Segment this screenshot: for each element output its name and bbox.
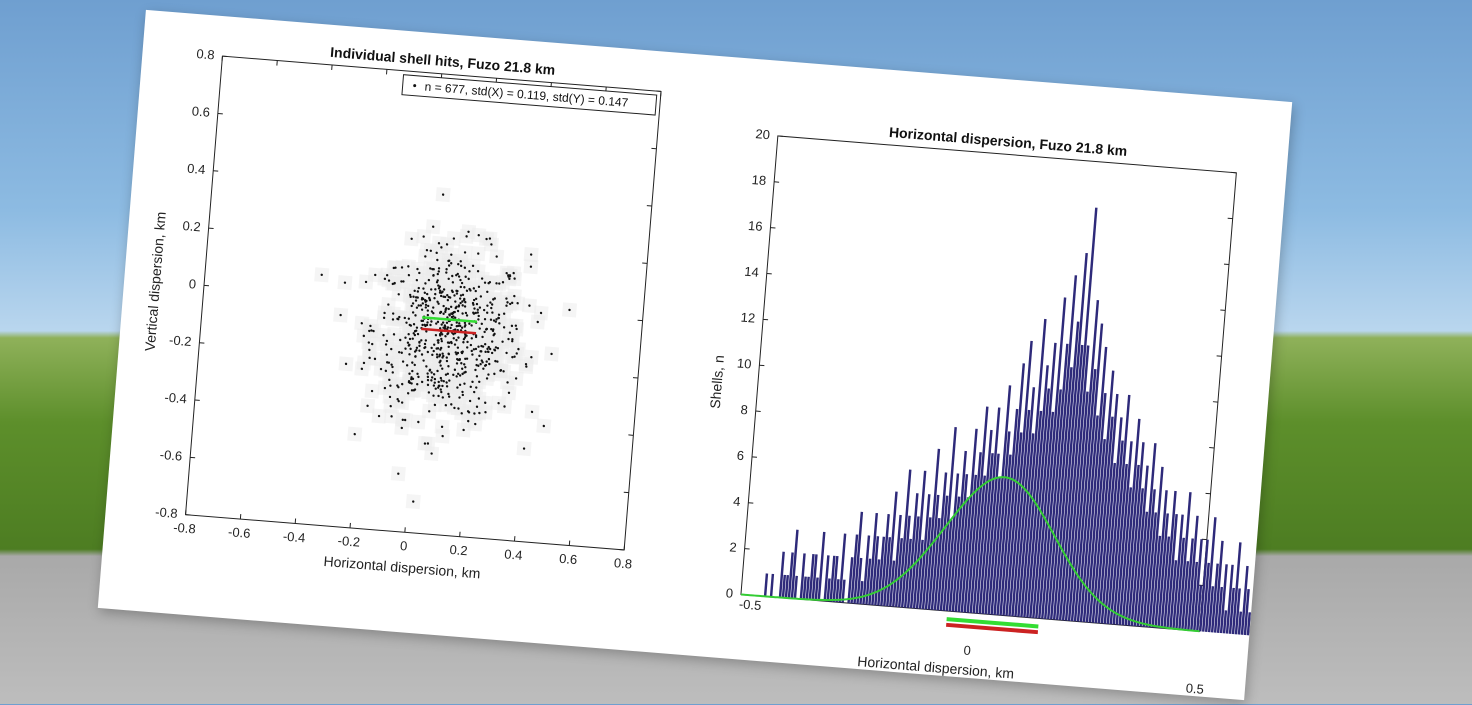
histogram-y-tick-label: 10 xyxy=(736,355,752,371)
histogram-bars xyxy=(764,184,1292,642)
scatter-x-tick-label: -0.6 xyxy=(228,524,252,541)
scatter-x-tick-label: 0.6 xyxy=(559,551,578,567)
scatter-y-tick-label: 0 xyxy=(188,276,196,292)
histogram-bar xyxy=(1288,593,1292,639)
histogram-y-tick-label: 4 xyxy=(733,494,741,510)
printed-figure-sheet: -0.8 -0.6 -0.4 -0.2 0 0.2 0.4 0.6 0.8 -0.8 -0.6 -0.… xyxy=(98,10,1292,700)
scatter-x-tick-label: -0.2 xyxy=(337,533,361,550)
histogram-x-tick-label: -0.5 xyxy=(738,596,762,613)
histogram-bar xyxy=(1256,613,1260,636)
histogram-bar xyxy=(1291,616,1292,639)
histogram-bar xyxy=(1285,615,1289,638)
figure-canvas: -0.8 -0.6 -0.4 -0.2 0 0.2 0.4 0.6 0.8 -0.8 -0.6 -0.… xyxy=(98,10,1292,700)
histogram-x-tick-label: 0.5 xyxy=(1185,680,1204,696)
scatter-points xyxy=(297,178,586,520)
histogram-y-tick-label: 20 xyxy=(755,126,771,142)
scatter-legend-text: n = 677, std(X) = 0.119, std(Y) = 0.147 xyxy=(424,79,629,109)
scatter-x-tick-label: 0.4 xyxy=(504,546,523,562)
scatter-x-tick-label: 0.8 xyxy=(613,555,632,571)
scatter-y-tick-label: -0.8 xyxy=(155,504,179,521)
histogram-title: Horizontal dispersion, Fuzo 21.8 km xyxy=(888,124,1127,159)
histogram-x-label: Horizontal dispersion, km xyxy=(857,653,1015,682)
scatter-x-tick-label: -0.4 xyxy=(282,529,306,546)
histogram-y-tick-label: 2 xyxy=(729,539,737,555)
scatter-y-label: Vertical dispersion, km xyxy=(142,211,169,352)
histogram-bar xyxy=(1259,590,1265,636)
histogram-y-tick-label: 16 xyxy=(747,218,763,234)
histogram-bar xyxy=(1274,591,1280,637)
histogram-bar xyxy=(1265,614,1269,637)
scatter-x-tick-label: -0.8 xyxy=(173,520,197,537)
scatter-y-tick-label: -0.2 xyxy=(169,332,193,349)
scatter-title: Individual shell hits, Fuzo 21.8 km xyxy=(330,44,556,78)
scatter-y-tick-label: 0.6 xyxy=(191,103,210,119)
histogram-bar xyxy=(1253,567,1261,636)
scatter-y-tick-label: 0.8 xyxy=(196,46,215,62)
histogram-y-tick-label: 8 xyxy=(740,402,748,418)
histogram-bar xyxy=(1279,615,1283,638)
histogram-bar xyxy=(1276,615,1280,638)
histogram-bar xyxy=(1271,614,1275,637)
histogram-bar xyxy=(1268,591,1274,637)
histogram-bar xyxy=(764,573,768,596)
histogram-bar xyxy=(818,532,826,601)
scatter-x-tick-label: 0 xyxy=(400,538,408,554)
histogram-bar xyxy=(770,574,774,597)
scatter-y-tick-label: -0.4 xyxy=(164,390,188,407)
scatter-x-tick-label: 0.2 xyxy=(449,542,468,558)
scatter-chart: -0.8 -0.6 -0.4 -0.2 0 0.2 0.4 0.6 0.8 -0.8 -0.6 -0.… xyxy=(125,31,671,594)
histogram-y-tick-label: 14 xyxy=(744,264,760,280)
scatter-y-tick-label: 0.4 xyxy=(187,161,206,177)
histogram-y-tick-label: 12 xyxy=(740,310,756,326)
histogram-reference-lines xyxy=(946,619,1038,632)
histogram-y-label: Shells, n xyxy=(707,354,727,409)
histogram-chart: 0 2 4 6 8 10 12 14 16 18 20 -0.5 0 0.5 Horizontal dis… xyxy=(687,111,1292,700)
scatter-y-tick-label: 0.2 xyxy=(182,218,201,234)
histogram-y-tick-label: 18 xyxy=(751,172,767,188)
histogram-x-tick-label: 0 xyxy=(963,643,971,659)
scatter-y-tick-label: -0.6 xyxy=(159,447,183,464)
histogram-y-tick-label: 0 xyxy=(725,585,733,601)
histogram-y-tick-label: 6 xyxy=(736,448,744,464)
